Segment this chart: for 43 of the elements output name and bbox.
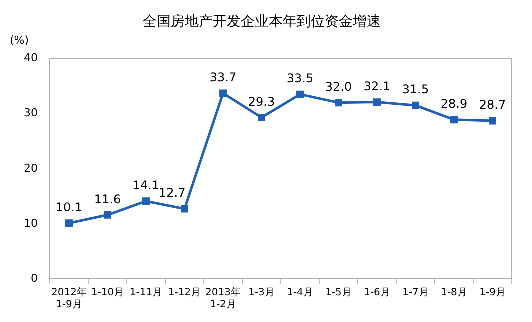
x-tick-label: 2013年 1-2月 [206,286,241,311]
point [181,205,188,213]
x-tick-label: 1-6月 [364,288,390,299]
y-axis-title: (%) [10,34,30,48]
point [450,116,458,124]
x-tick-label: 1-9月 [480,288,506,299]
point [66,220,73,228]
y-tick-label: 30 [24,106,38,120]
y-tick-label: 10 [24,216,38,230]
text: 32.1 [364,79,391,94]
x-tick-label: 1-8月 [441,288,468,299]
text: 29.3 [248,94,276,109]
text: 28.9 [440,97,468,112]
text: 12.7 [159,186,186,200]
point [374,98,381,106]
chart-title: 全国房地产开发企业本年到位资金增速 [143,14,381,30]
point [489,117,496,125]
y-tick-label: 0 [30,272,38,285]
text: 31.5 [402,82,430,97]
x-tick-label: 1-7月 [402,288,429,299]
x-tick-label: 1-5月 [326,288,352,299]
x-tick-label: 2012年 1-9月 [52,286,87,311]
text: 14.1 [132,178,160,193]
text: 32.0 [325,80,352,94]
y-tick-label: 20 [24,162,38,175]
x-tick-label: 1-11月 [130,288,163,299]
text: 10.1 [56,200,83,215]
point [296,90,304,98]
point [335,99,342,107]
point [412,102,420,110]
y-tick-label: 40 [24,52,38,65]
point [142,198,150,206]
text: 33.7 [210,70,237,85]
x-tick-label: 1-3月 [248,288,275,299]
text: 28.7 [479,98,506,112]
text: 11.6 [94,192,122,206]
x-tick-label: 1-10月 [91,288,124,299]
x-tick-label: 1-12月 [168,288,202,299]
x-tick-label: 1-4月 [287,288,314,299]
point [220,90,227,98]
point [258,114,266,122]
point [104,211,112,219]
text: 33.5 [286,72,314,86]
